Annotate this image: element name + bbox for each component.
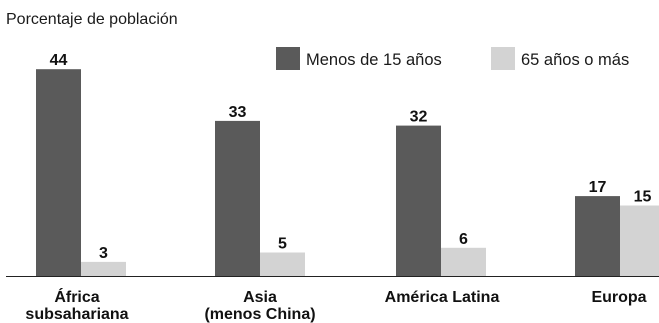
data-label-under-15-1: 33 bbox=[229, 104, 247, 121]
bar-under-15-2 bbox=[396, 125, 441, 276]
legend-swatch-under-15 bbox=[276, 47, 300, 70]
data-label-65-plus-0: 3 bbox=[99, 245, 108, 262]
data-label-65-plus-3: 15 bbox=[634, 189, 652, 206]
bar-65-plus-1 bbox=[260, 252, 305, 276]
category-label-2-line-0: América Latina bbox=[385, 289, 500, 306]
bar-under-15-1 bbox=[215, 120, 260, 277]
category-label-3-line-0: Europa bbox=[591, 289, 646, 306]
category-label-0-line-0: África bbox=[54, 287, 99, 306]
category-label-1-line-1: (menos China) bbox=[204, 306, 315, 323]
bar-65-plus-0 bbox=[81, 261, 126, 276]
bar-65-plus-2 bbox=[441, 247, 486, 276]
bar-65-plus-3 bbox=[620, 205, 659, 276]
y-axis-title: Porcentaje de población bbox=[6, 11, 178, 28]
legend-label-under-15: Menos de 15 años bbox=[306, 51, 442, 69]
category-label-0-line-1: subsahariana bbox=[25, 306, 128, 323]
bar-under-15-0 bbox=[36, 69, 81, 276]
data-label-65-plus-1: 5 bbox=[278, 236, 287, 253]
data-label-under-15-3: 17 bbox=[589, 179, 607, 196]
legend-label-65-plus: 65 años o más bbox=[521, 51, 629, 69]
data-label-65-plus-2: 6 bbox=[459, 231, 468, 248]
category-label-1-line-0: Asia bbox=[243, 289, 277, 306]
bars-layer bbox=[36, 69, 659, 277]
bar-under-15-3 bbox=[575, 196, 620, 276]
data-label-under-15-2: 32 bbox=[410, 109, 428, 126]
legend-swatch-65-plus bbox=[491, 47, 515, 70]
data-label-under-15-0: 44 bbox=[50, 52, 68, 69]
legend: Menos de 15 años 65 años o más bbox=[276, 47, 629, 70]
